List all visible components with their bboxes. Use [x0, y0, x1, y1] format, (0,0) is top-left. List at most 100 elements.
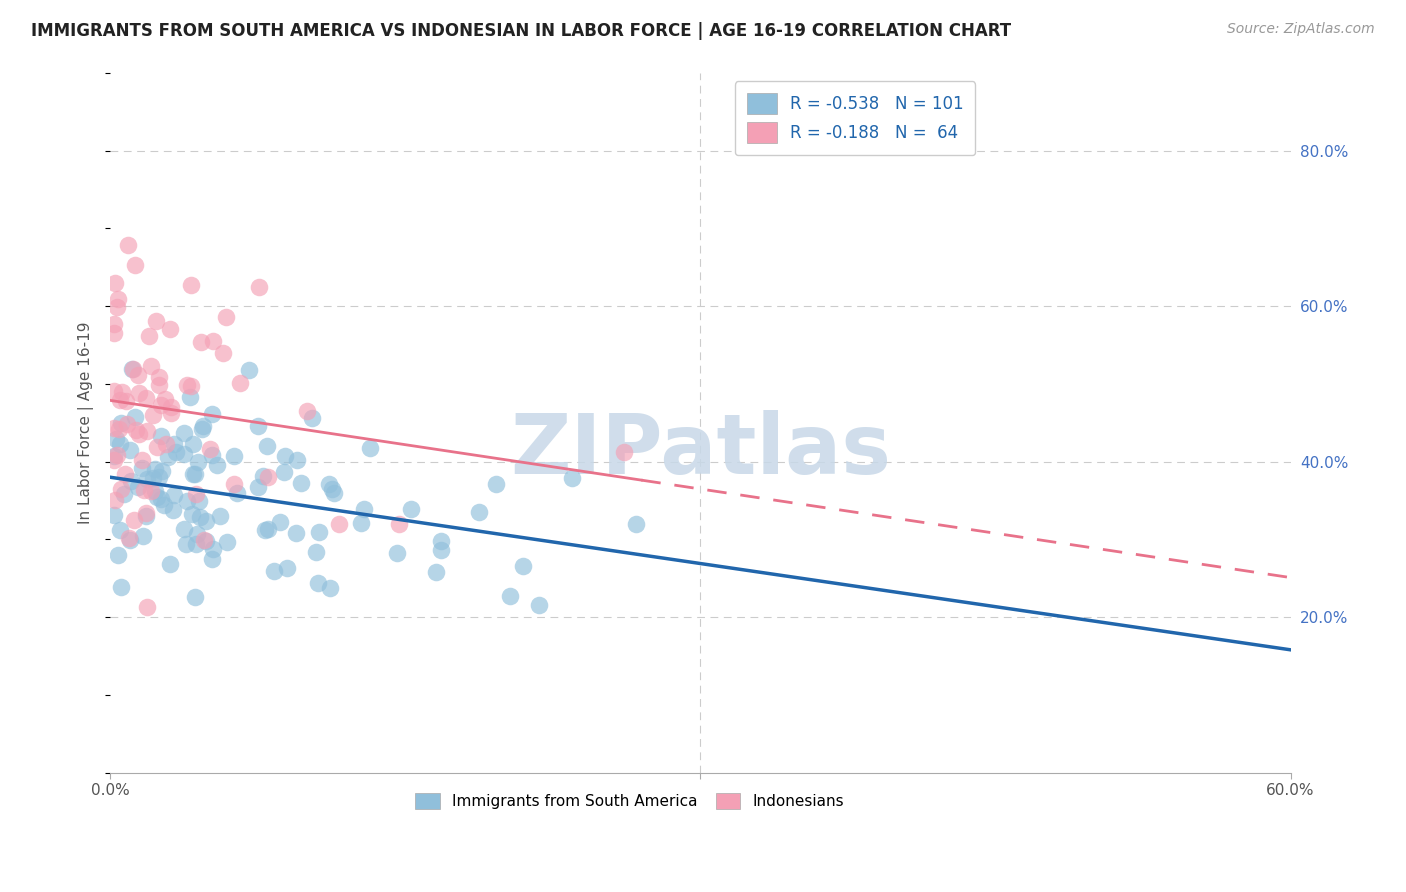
Point: [187, 455, 209, 469]
Point: [110, 580, 132, 594]
Point: [150, 464, 173, 478]
Point: [201, 407, 224, 421]
Point: [104, 432, 127, 446]
Point: [162, 503, 184, 517]
Point: [174, 537, 197, 551]
Point: [173, 425, 195, 440]
Point: [184, 590, 207, 604]
Point: [108, 422, 131, 436]
Point: [180, 278, 202, 293]
Point: [165, 445, 187, 459]
Point: [157, 450, 180, 464]
Point: [120, 474, 142, 488]
Point: [160, 406, 183, 420]
Point: [138, 329, 160, 343]
Point: [181, 437, 204, 451]
Point: [103, 508, 125, 522]
Point: [163, 436, 186, 450]
Point: [193, 418, 215, 433]
Point: [103, 450, 125, 464]
Point: [430, 543, 453, 558]
Point: [131, 461, 153, 475]
Point: [155, 436, 177, 450]
Point: [131, 453, 153, 467]
Point: [104, 276, 127, 290]
Point: [238, 363, 260, 377]
Point: [134, 483, 156, 497]
Point: [328, 517, 350, 532]
Point: [143, 483, 166, 498]
Point: [246, 419, 269, 434]
Point: [485, 477, 508, 491]
Point: [188, 494, 211, 508]
Point: [301, 410, 323, 425]
Point: [159, 557, 181, 571]
Point: [148, 470, 170, 484]
Point: [118, 531, 141, 545]
Point: [201, 334, 224, 348]
Point: [613, 445, 636, 459]
Point: [135, 391, 157, 405]
Point: [285, 525, 308, 540]
Point: [257, 522, 280, 536]
Point: [353, 502, 375, 516]
Point: [195, 533, 218, 548]
Point: [104, 493, 127, 508]
Point: [112, 487, 135, 501]
Point: [215, 310, 238, 325]
Point: [263, 564, 285, 578]
Point: [118, 442, 141, 457]
Point: [425, 566, 447, 580]
Point: [114, 393, 136, 408]
Point: [201, 448, 224, 462]
Point: [159, 322, 181, 336]
Point: [105, 300, 128, 314]
Point: [176, 494, 198, 508]
Point: [142, 408, 165, 422]
Point: [173, 447, 195, 461]
Point: [153, 498, 176, 512]
Point: [173, 522, 195, 536]
Point: [198, 442, 221, 456]
Point: [256, 438, 278, 452]
Point: [136, 600, 159, 615]
Point: [205, 458, 228, 472]
Point: [257, 470, 280, 484]
Point: [148, 369, 170, 384]
Point: [132, 529, 155, 543]
Point: [122, 362, 145, 376]
Point: [148, 377, 170, 392]
Point: [180, 378, 202, 392]
Point: [108, 523, 131, 537]
Point: [512, 559, 534, 574]
Point: [499, 589, 522, 603]
Point: [321, 482, 343, 496]
Point: [153, 392, 176, 406]
Point: [160, 401, 183, 415]
Point: [387, 546, 409, 560]
Point: [136, 472, 159, 486]
Point: [114, 467, 136, 481]
Point: [150, 492, 173, 507]
Point: [117, 417, 139, 431]
Point: [103, 384, 125, 398]
Point: [190, 334, 212, 349]
Point: [110, 417, 132, 431]
Point: [323, 486, 346, 500]
Point: [252, 469, 274, 483]
Point: [179, 390, 201, 404]
Point: [273, 466, 295, 480]
Point: [146, 491, 169, 505]
Point: [468, 505, 491, 519]
Point: [285, 453, 308, 467]
Point: [103, 318, 125, 332]
Point: [308, 524, 330, 539]
Point: [107, 548, 129, 562]
Point: [276, 560, 298, 574]
Point: [117, 238, 139, 252]
Point: [217, 535, 239, 549]
Text: ZIPatlas: ZIPatlas: [510, 410, 891, 491]
Point: [222, 477, 245, 491]
Point: [186, 526, 208, 541]
Point: [143, 462, 166, 476]
